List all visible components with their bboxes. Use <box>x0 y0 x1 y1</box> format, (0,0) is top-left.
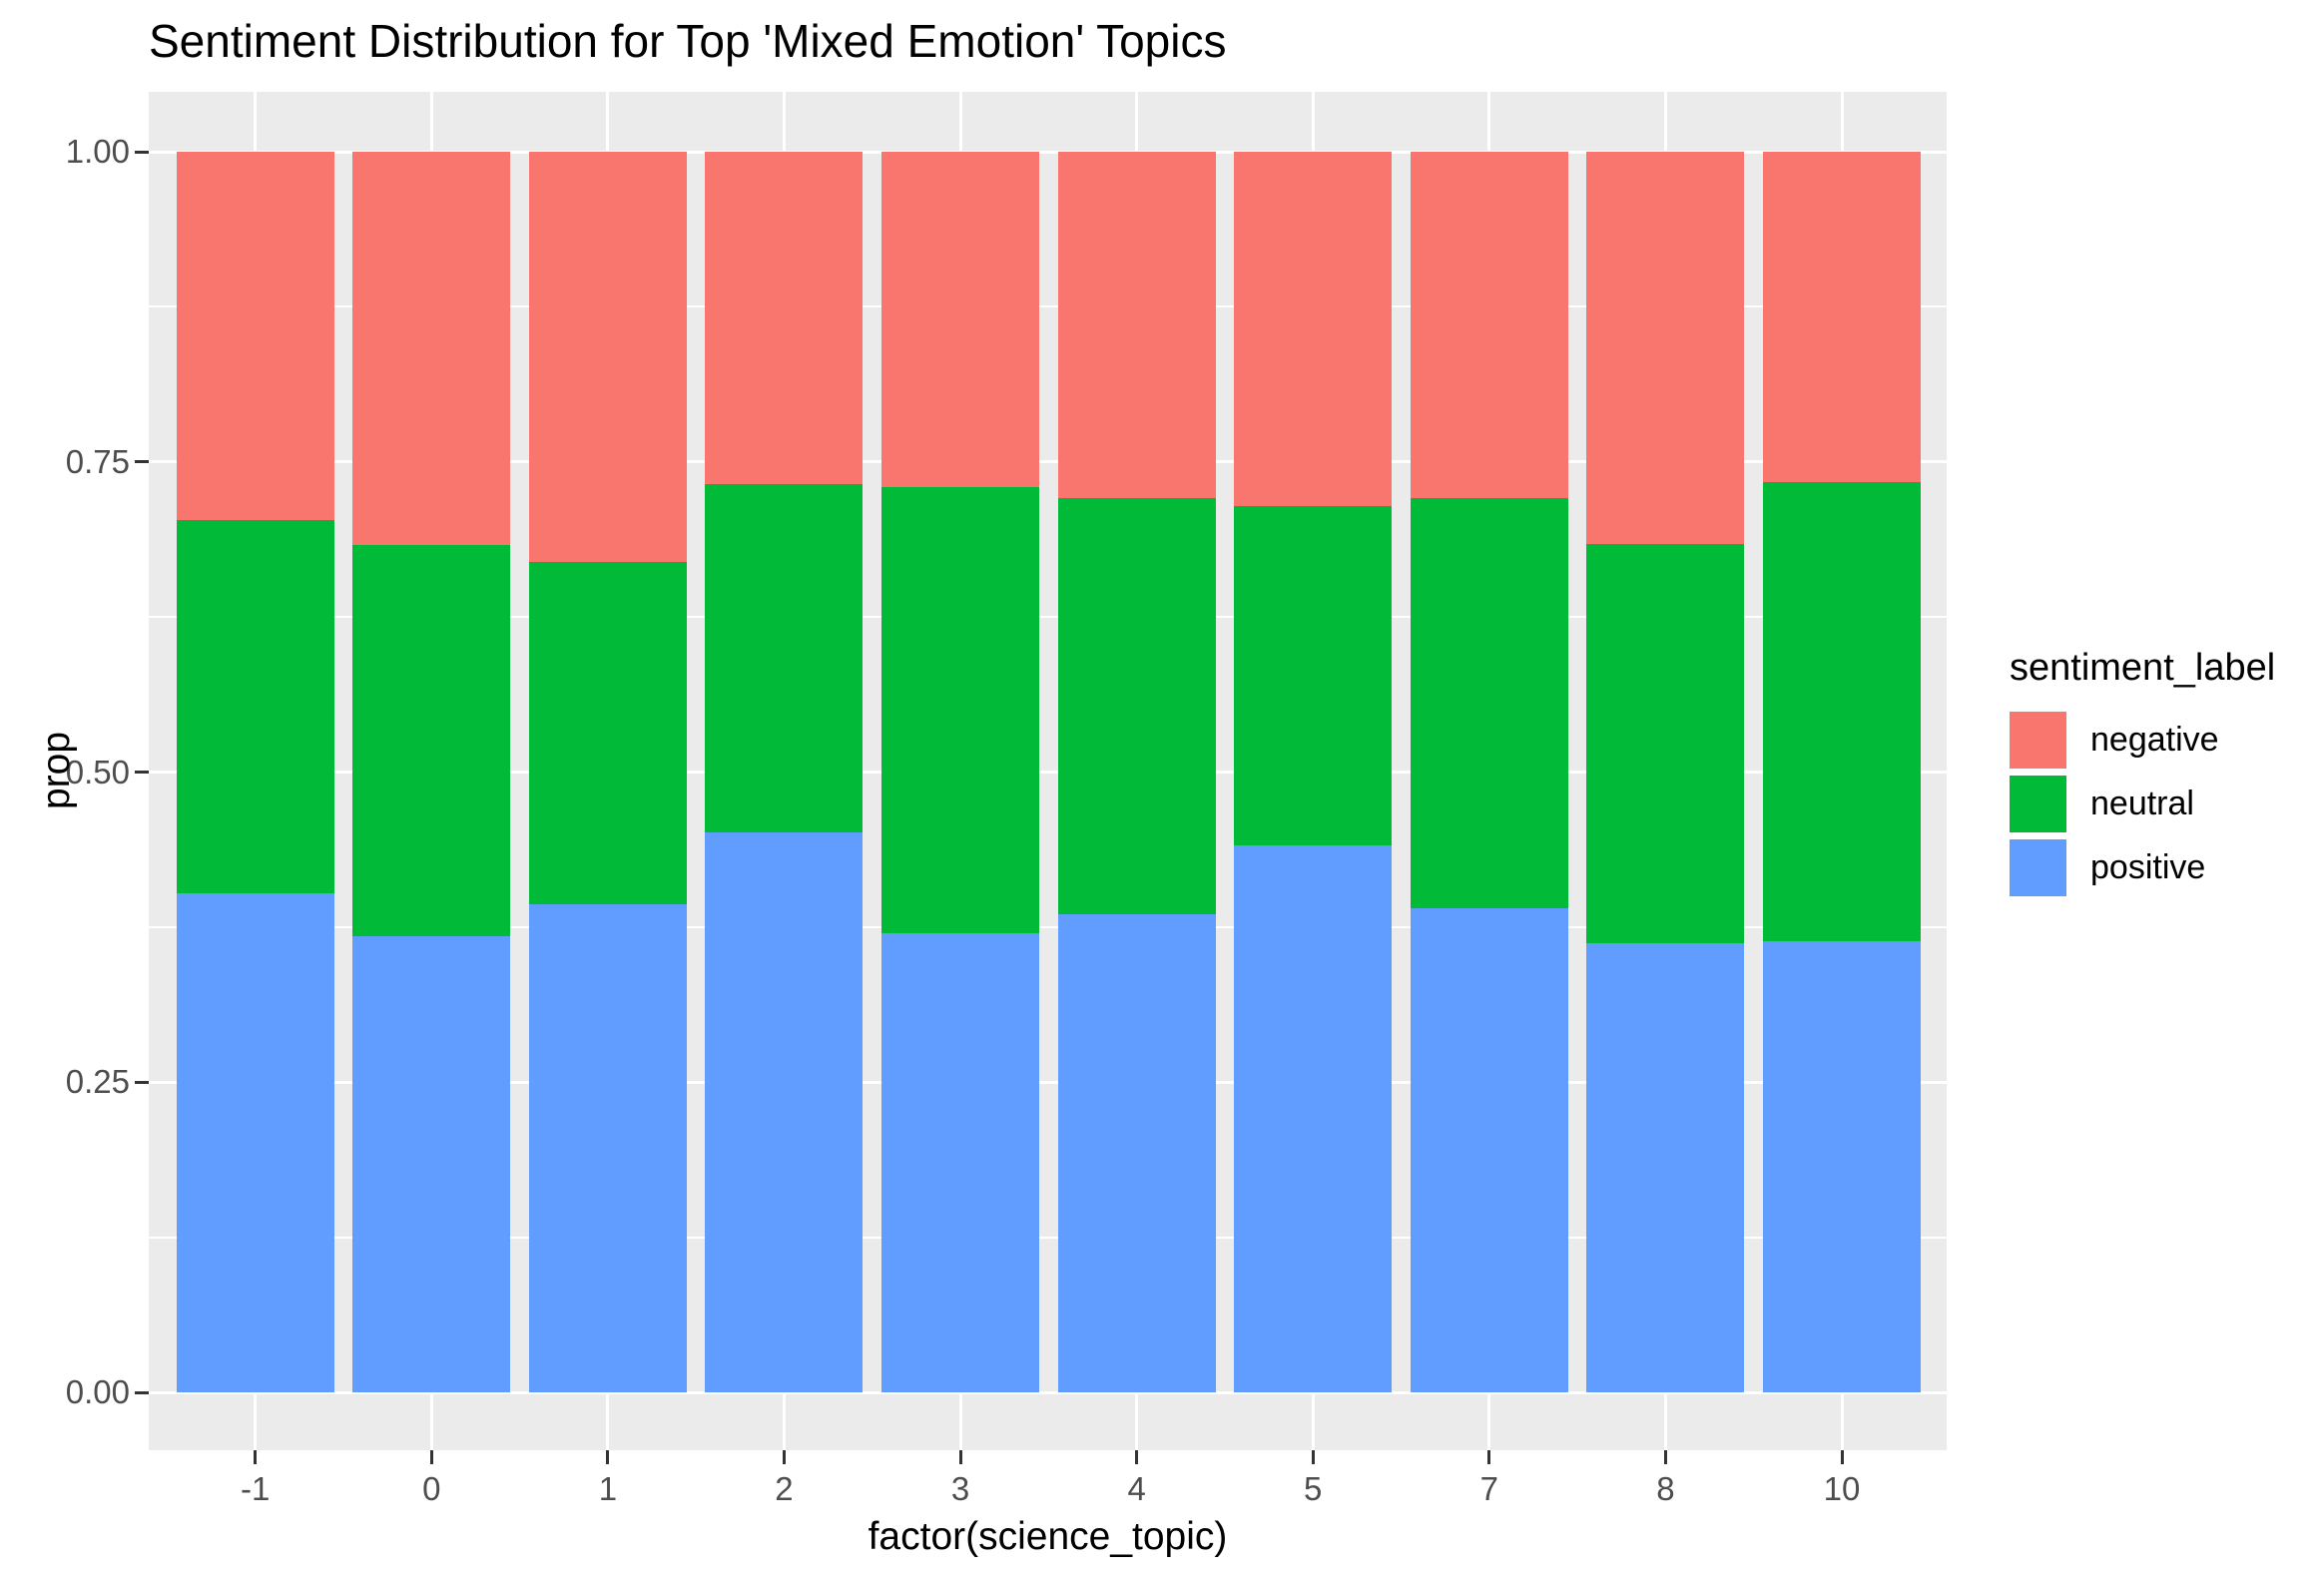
bar-segment-negative <box>1586 152 1745 544</box>
major-gridline <box>149 771 1947 774</box>
stacked-bar <box>176 152 334 1392</box>
bar-segment-neutral <box>1410 497 1568 909</box>
x-tick-mark <box>606 1450 610 1464</box>
bar-segment-positive <box>528 904 687 1392</box>
legend-entry-label: neutral <box>2090 785 2194 822</box>
minor-gridline <box>149 616 1947 619</box>
bar-segment-negative <box>176 152 334 521</box>
x-tick-label: 10 <box>1823 1470 1861 1507</box>
stacked-bar <box>1586 152 1745 1392</box>
legend-entry-label: negative <box>2090 721 2219 759</box>
stacked-bar <box>1763 152 1921 1392</box>
bar-segment-neutral <box>1234 506 1393 845</box>
bar-segment-positive <box>176 893 334 1392</box>
legend-key-swatch <box>2010 776 2066 832</box>
bar-segment-positive <box>1586 943 1745 1392</box>
y-tick-label: 0.00 <box>65 1373 130 1410</box>
y-tick-mark <box>135 460 149 464</box>
stacked-bar <box>1057 152 1216 1392</box>
bar-segment-positive <box>1410 908 1568 1392</box>
bar-segment-negative <box>1763 152 1921 482</box>
x-tick-label: -1 <box>241 1470 271 1507</box>
bar-segment-negative <box>1057 152 1216 498</box>
chart-title: Sentiment Distribution for Top 'Mixed Em… <box>149 15 1227 67</box>
bar-segment-neutral <box>705 484 864 833</box>
y-axis-title: prop <box>35 731 79 810</box>
bar-segment-positive <box>1763 940 1921 1392</box>
stacked-bar <box>1410 152 1568 1392</box>
legend-key-swatch <box>2010 712 2066 769</box>
x-tick-mark <box>1663 1450 1667 1464</box>
x-tick-mark <box>1840 1450 1844 1464</box>
stacked-bar <box>528 152 687 1392</box>
stacked-bar <box>352 152 511 1392</box>
major-gridline <box>149 460 1947 464</box>
stacked-bar <box>1234 152 1393 1392</box>
x-tick-label: 8 <box>1656 1470 1675 1507</box>
y-tick-mark <box>135 1080 149 1084</box>
x-tick-mark <box>782 1450 786 1464</box>
bar-segment-neutral <box>176 520 334 894</box>
major-gridline <box>149 1390 1947 1394</box>
bar-segment-negative <box>705 152 864 485</box>
minor-gridline <box>149 1236 1947 1239</box>
minor-gridline <box>149 925 1947 928</box>
x-tick-mark <box>254 1450 258 1464</box>
legend-key-swatch <box>2010 839 2066 896</box>
legend-entry-positive: positive <box>2010 839 2324 896</box>
x-tick-label: 3 <box>950 1470 970 1507</box>
bar-segment-positive <box>1057 914 1216 1392</box>
bar-segment-neutral <box>881 486 1040 934</box>
y-tick-mark <box>135 150 149 154</box>
x-tick-mark <box>429 1450 433 1464</box>
plot-panel <box>149 92 1947 1450</box>
bar-segment-positive <box>1234 844 1393 1392</box>
x-tick-label: 5 <box>1304 1470 1323 1507</box>
legend: sentiment_label negative neutral positive <box>2010 647 2324 903</box>
stacked-bar <box>705 152 864 1392</box>
y-tick-mark <box>135 771 149 774</box>
x-tick-label: 7 <box>1479 1470 1498 1507</box>
bar-segment-positive <box>881 933 1040 1392</box>
y-tick-mark <box>135 1390 149 1394</box>
bar-segment-neutral <box>1763 481 1921 941</box>
bar-segment-neutral <box>1057 497 1216 915</box>
bar-segment-negative <box>881 152 1040 487</box>
bar-segment-positive <box>705 832 864 1392</box>
x-axis-title: factor(science_topic) <box>868 1515 1228 1558</box>
x-tick-label: 2 <box>775 1470 794 1507</box>
y-tick-label: 0.50 <box>65 753 130 790</box>
major-gridline <box>149 1080 1947 1084</box>
x-tick-label: 4 <box>1127 1470 1146 1507</box>
major-gridline <box>149 150 1947 154</box>
legend-entries: negative neutral positive <box>2010 712 2324 896</box>
legend-entry-label: positive <box>2090 848 2206 886</box>
y-tick-label: 0.25 <box>65 1063 130 1101</box>
x-tick-mark <box>1135 1450 1139 1464</box>
x-tick-label: 0 <box>422 1470 441 1507</box>
bar-segment-neutral <box>528 562 687 905</box>
bar-segment-negative <box>1234 152 1393 507</box>
y-tick-label: 1.00 <box>65 133 130 170</box>
legend-entry-negative: negative <box>2010 712 2324 769</box>
minor-gridline <box>149 305 1947 308</box>
x-tick-mark <box>958 1450 962 1464</box>
bar-segment-negative <box>352 152 511 546</box>
x-tick-mark <box>1487 1450 1491 1464</box>
legend-entry-neutral: neutral <box>2010 776 2324 832</box>
x-tick-label: 1 <box>598 1470 618 1507</box>
bar-segment-negative <box>528 152 687 563</box>
bar-segment-neutral <box>352 545 511 936</box>
y-tick-label: 0.75 <box>65 442 130 480</box>
stacked-bar <box>881 152 1040 1392</box>
bar-segment-negative <box>1410 152 1568 498</box>
x-tick-mark <box>1311 1450 1315 1464</box>
legend-title: sentiment_label <box>2010 647 2276 689</box>
bar-segment-neutral <box>1586 543 1745 944</box>
bar-segment-positive <box>352 935 511 1392</box>
